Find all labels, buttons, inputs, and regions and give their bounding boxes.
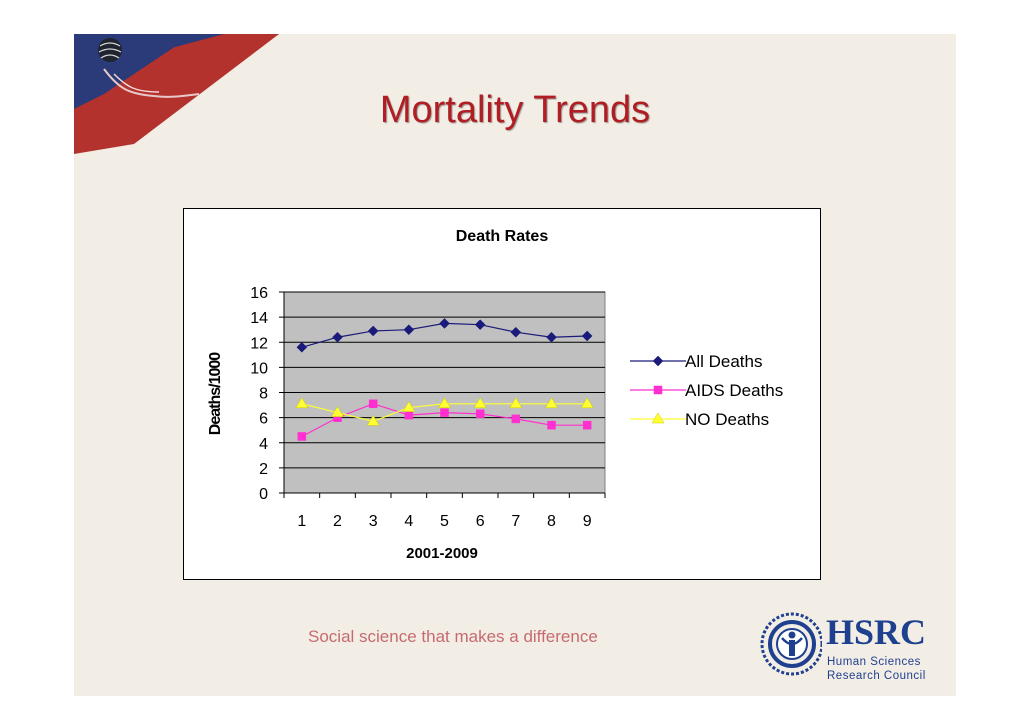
death-rates-chart: Death Rates Deaths/1000 2001-2009 0 2 4 6 8 1… — [207, 228, 783, 562]
hsrc-logo: HSRC Human Sciences Research Council — [760, 608, 950, 688]
data-point — [438, 397, 451, 409]
data-point — [331, 406, 344, 417]
data-point — [367, 325, 379, 337]
legend-label: AIDS Deaths — [685, 381, 783, 400]
y-axis-label: Deaths/1000 — [207, 352, 224, 435]
x-tick-label: 6 — [476, 513, 485, 530]
data-point — [403, 324, 415, 336]
data-point — [475, 409, 485, 419]
data-point — [510, 326, 522, 338]
hsrc-emblem-icon — [760, 612, 822, 676]
data-point — [295, 397, 309, 409]
slide: Mortality Trends Death Rates Deaths/1000… — [74, 34, 956, 696]
x-tick-label: 1 — [297, 513, 306, 530]
data-point — [474, 319, 486, 331]
y-tick-label: 4 — [259, 436, 268, 453]
logo-wordmark: HSRC — [826, 612, 927, 652]
data-point — [296, 341, 308, 353]
data-point — [580, 397, 594, 409]
legend-marker — [652, 355, 664, 367]
data-point — [546, 331, 557, 343]
logo-line-1: Human Sciences — [827, 656, 921, 668]
data-point — [366, 414, 380, 426]
y-tick-label: 0 — [259, 486, 268, 503]
y-tick-label: 2 — [259, 461, 268, 478]
slide-title: Mortality Trends — [379, 89, 651, 131]
legend-label: NO Deaths — [685, 410, 769, 429]
chart-box: Death Rates Deaths/1000 2001-2009 0 2 4 6 8 1… — [183, 208, 821, 580]
y-tick-label: 14 — [250, 310, 268, 327]
corner-swoosh — [74, 34, 279, 154]
x-tick-label: 7 — [511, 513, 520, 530]
legend-marker — [653, 385, 663, 395]
y-tick-label: 10 — [250, 360, 268, 377]
chart-title: Death Rates — [456, 228, 549, 245]
y-tick-label: 6 — [259, 411, 268, 428]
data-point — [439, 318, 450, 329]
y-tick-label: 12 — [250, 335, 268, 352]
x-tick-label: 9 — [583, 513, 592, 530]
logo-line-2: Research Council — [827, 670, 926, 682]
legend-marker — [651, 412, 665, 424]
legend-label: All Deaths — [685, 352, 762, 371]
data-point — [582, 420, 592, 430]
data-point — [509, 397, 523, 409]
data-point — [581, 330, 593, 342]
x-tick-label: 2 — [333, 513, 342, 530]
y-tick-label: 8 — [259, 386, 268, 403]
tagline: Social science that makes a difference — [308, 627, 598, 646]
globe-icon — [98, 38, 122, 62]
x-tick-label: 3 — [369, 513, 378, 530]
data-point — [547, 420, 556, 430]
data-point — [511, 414, 521, 424]
data-point — [473, 397, 487, 409]
data-point — [402, 401, 416, 412]
data-point — [404, 410, 414, 420]
data-point — [440, 408, 449, 417]
data-point — [545, 397, 558, 409]
x-axis-label: 2001-2009 — [406, 545, 478, 562]
x-tick-label: 4 — [404, 513, 413, 530]
data-point — [368, 399, 378, 409]
data-point — [297, 432, 307, 441]
x-tick-label: 8 — [547, 513, 556, 530]
data-point — [332, 331, 343, 343]
y-tick-label: 16 — [250, 285, 268, 302]
x-tick-label: 5 — [440, 513, 449, 530]
